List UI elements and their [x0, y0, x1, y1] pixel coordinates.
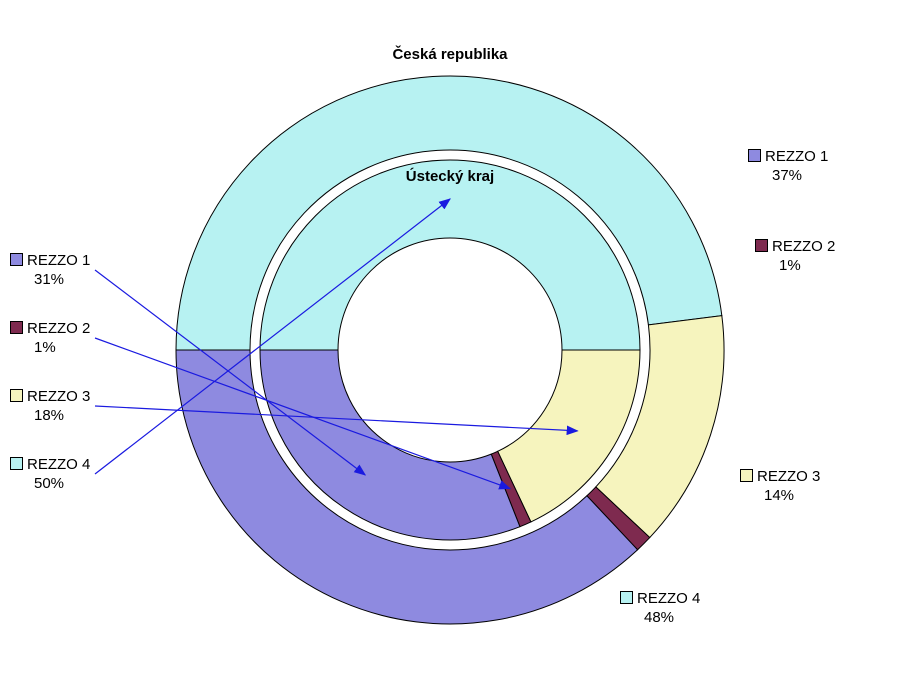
inner-label-rezzo4-name: REZZO 4	[27, 456, 90, 473]
outer-label-rezzo1-pct: 37%	[772, 167, 802, 184]
swatch-rezzo3-inner	[10, 389, 23, 402]
inner-label-rezzo2-name: REZZO 2	[27, 320, 90, 337]
inner-label-rezzo4-pct: 50%	[34, 475, 64, 492]
inner-label-rezzo1-pct: 31%	[34, 271, 64, 288]
swatch-rezzo1	[748, 149, 761, 162]
swatch-rezzo3	[740, 469, 753, 482]
swatch-rezzo2	[755, 239, 768, 252]
outer-label-rezzo3-name: REZZO 3	[757, 468, 820, 485]
donut-chart: Česká republika Ústecký kraj REZZO 1 37%…	[0, 0, 903, 699]
outer-label-rezzo1: REZZO 1 37%	[748, 148, 828, 186]
inner-label-rezzo2-pct: 1%	[34, 339, 56, 356]
swatch-rezzo4	[620, 591, 633, 604]
outer-label-rezzo3: REZZO 3 14%	[740, 468, 820, 506]
outer-label-rezzo3-pct: 14%	[764, 487, 794, 504]
chart-svg	[0, 0, 903, 699]
inner-ring-title: Ústecký kraj	[370, 168, 530, 185]
swatch-rezzo1-inner	[10, 253, 23, 266]
outer-label-rezzo4-name: REZZO 4	[637, 590, 700, 607]
outer-ring-title: Česká republika	[350, 46, 550, 63]
outer-label-rezzo2-pct: 1%	[779, 257, 801, 274]
outer-label-rezzo4: REZZO 4 48%	[620, 590, 700, 628]
swatch-rezzo4-inner	[10, 457, 23, 470]
outer-label-rezzo4-pct: 48%	[644, 609, 674, 626]
inner-label-rezzo1-name: REZZO 1	[27, 252, 90, 269]
swatch-rezzo2-inner	[10, 321, 23, 334]
inner-label-rezzo3-pct: 18%	[34, 407, 64, 424]
inner-label-rezzo1: REZZO 1 31%	[10, 252, 90, 290]
outer-label-rezzo1-name: REZZO 1	[765, 148, 828, 165]
inner-label-rezzo3: REZZO 3 18%	[10, 388, 90, 426]
outer-label-rezzo2: REZZO 2 1%	[755, 238, 835, 276]
inner-label-rezzo3-name: REZZO 3	[27, 388, 90, 405]
outer-label-rezzo2-name: REZZO 2	[772, 238, 835, 255]
inner-label-rezzo4: REZZO 4 50%	[10, 456, 90, 494]
inner-label-rezzo2: REZZO 2 1%	[10, 320, 90, 358]
